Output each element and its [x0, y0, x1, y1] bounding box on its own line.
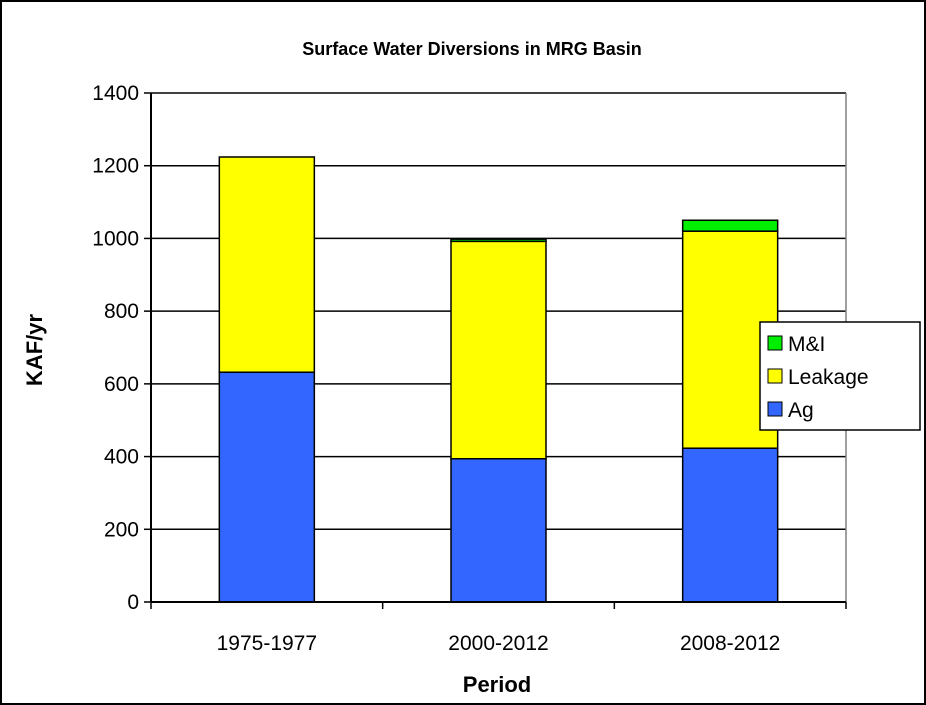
y-tick-label-1400: 1400	[92, 82, 139, 105]
legend-label-m-i: M&I	[788, 333, 825, 356]
bars	[218, 156, 779, 603]
legend-swatch-ag	[767, 401, 783, 417]
axes: 0 200 400 600 800 1000 1200 1400 1975-1977 2000-2…	[92, 82, 847, 655]
legend-swatch-leakage	[767, 368, 783, 384]
y-tick-label-1000: 1000	[92, 227, 139, 250]
x-tick-label-2008-2012: 2008-2012	[680, 632, 780, 655]
x-axis-title: Period	[463, 672, 531, 697]
legend: M&I Leakage Ag	[759, 321, 921, 431]
chart-title: Surface Water Diversions in MRG Basin	[302, 39, 641, 59]
y-tick-label-800: 800	[104, 300, 139, 323]
bar-m-i-2000-2012	[450, 238, 547, 243]
y-axis-title: KAF/yr	[22, 314, 47, 387]
bar-ag-1975-1977	[218, 371, 316, 603]
bar-ag-2008-2012	[681, 447, 779, 603]
bar-ag-2000-2012	[450, 458, 547, 603]
y-tick-label-0: 0	[127, 591, 139, 614]
y-tick-label-200: 200	[104, 518, 139, 541]
y-tick-label-400: 400	[104, 446, 139, 469]
bar-leakage-2000-2012	[450, 240, 547, 460]
x-tick-label-2000-2012: 2000-2012	[448, 632, 548, 655]
legend-label-ag: Ag	[788, 399, 814, 422]
y-tick-label-600: 600	[104, 373, 139, 396]
y-tick-label-1200: 1200	[92, 155, 139, 178]
legend-box	[759, 321, 921, 431]
bar-leakage-1975-1977	[218, 156, 316, 373]
bar-m-i-2008-2012	[681, 219, 779, 232]
legend-swatch-m-i	[767, 335, 783, 351]
legend-label-leakage: Leakage	[788, 366, 869, 389]
x-tick-label-1975-1977: 1975-1977	[217, 632, 317, 655]
